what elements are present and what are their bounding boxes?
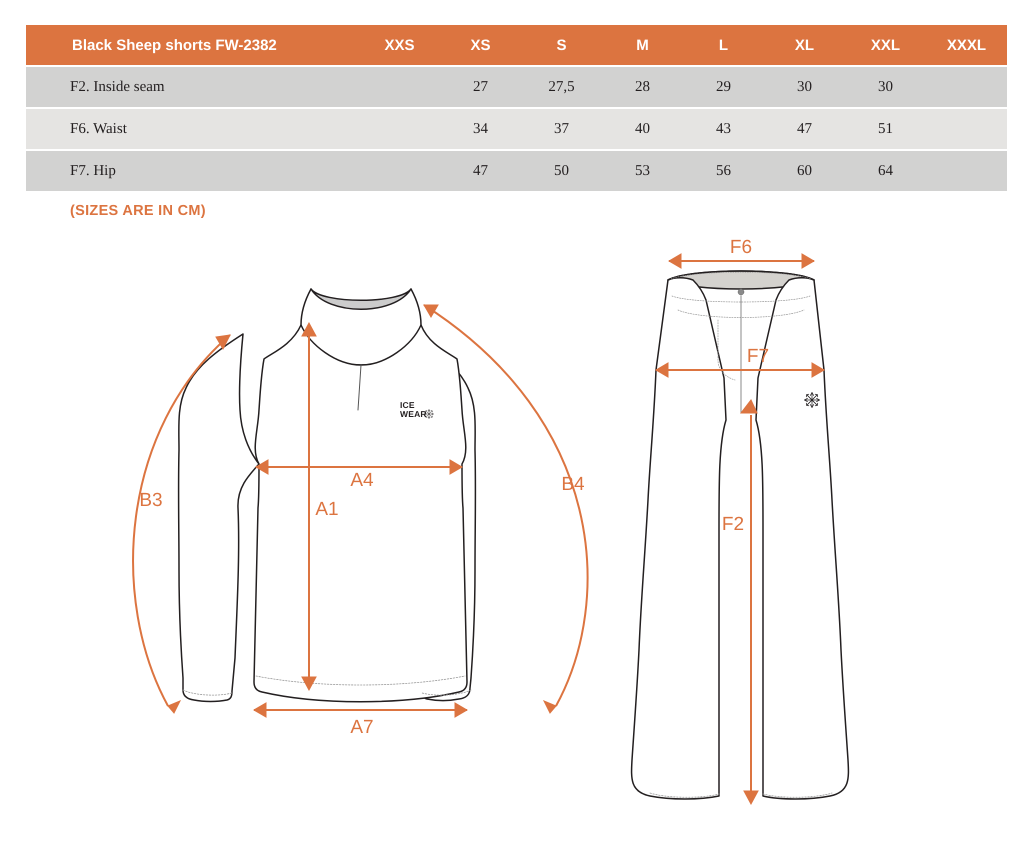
svg-text:A4: A4 bbox=[350, 470, 374, 491]
svg-text:B3: B3 bbox=[139, 490, 162, 511]
svg-text:F7: F7 bbox=[747, 346, 769, 367]
svg-text:WEAR: WEAR bbox=[400, 409, 427, 419]
svg-text:F2: F2 bbox=[722, 514, 744, 535]
svg-text:A1: A1 bbox=[315, 499, 338, 520]
svg-text:A7: A7 bbox=[350, 717, 373, 738]
svg-text:B4: B4 bbox=[561, 474, 585, 495]
svg-text:F6: F6 bbox=[730, 237, 752, 258]
